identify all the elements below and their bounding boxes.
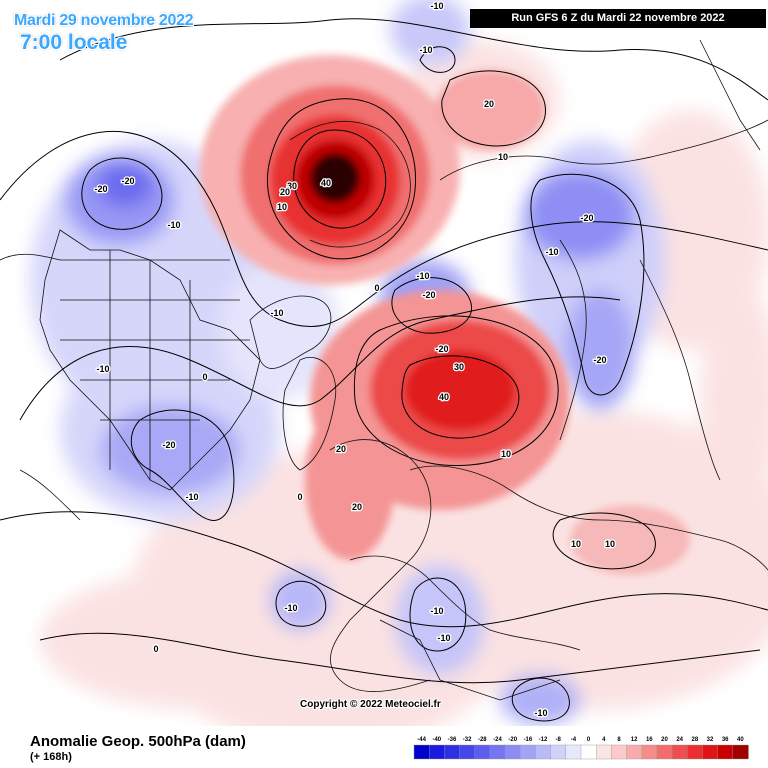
contour-label: -10 — [545, 247, 558, 257]
lead-time: (+ 168h) — [30, 751, 72, 763]
contour-label: 0 — [202, 372, 207, 382]
geopotential-contours — [0, 18, 768, 722]
forecast-time: 7:00 locale — [20, 31, 128, 54]
contour-label: 20 — [280, 187, 290, 197]
copyright-label: Copyright © 2022 Meteociel.fr — [300, 699, 441, 710]
contour-label: -10 — [416, 271, 429, 281]
coastlines — [0, 39, 768, 701]
contour-label: -10 — [534, 708, 547, 718]
contour-label: 20 — [484, 99, 494, 109]
contour-label: -10 — [270, 308, 283, 318]
contour-label: 20 — [352, 502, 362, 512]
contour-label: -10 — [430, 606, 443, 616]
contour-label: -20 — [580, 213, 593, 223]
contour-label: -10 — [437, 633, 450, 643]
contour-label: -20 — [162, 440, 175, 450]
contour-label: 0 — [374, 283, 379, 293]
contour-label: 10 — [605, 539, 615, 549]
contour-label: 0 — [297, 492, 302, 502]
contour-label: 10 — [498, 152, 508, 162]
contour-labels: -10-102010-20-2040302010-20-10-10-100-20… — [93, 0, 616, 719]
contour-label: -10 — [96, 364, 109, 374]
contour-label: -10 — [419, 45, 432, 55]
contour-label: 40 — [439, 392, 449, 402]
map-title: Anomalie Geop. 500hPa (dam) — [30, 733, 246, 750]
contour-label: 10 — [277, 202, 287, 212]
contour-label: -20 — [435, 344, 448, 354]
contour-label: 0 — [153, 644, 158, 654]
contour-label: 10 — [501, 449, 511, 459]
contour-label: -20 — [121, 176, 134, 186]
forecast-date: Mardi 29 novembre 2022 — [14, 12, 194, 29]
contour-label: -10 — [284, 603, 297, 613]
anomaly-map: -10-102010-20-2040302010-20-10-10-100-20… — [0, 0, 768, 726]
positive-anomaly-areas — [200, 55, 690, 575]
contour-label: -10 — [185, 492, 198, 502]
contour-label: -10 — [430, 1, 443, 11]
contour-label: 40 — [321, 178, 331, 188]
run-label: Run GFS 6 Z du Mardi 22 novembre 2022 — [470, 9, 766, 28]
contour-label: 20 — [336, 444, 346, 454]
contour-label: 30 — [454, 362, 464, 372]
contour-label: -20 — [422, 290, 435, 300]
contour-label: -20 — [94, 184, 107, 194]
contour-label: -20 — [593, 355, 606, 365]
contour-label: 10 — [571, 539, 581, 549]
contour-label: -10 — [167, 220, 180, 230]
contour-label: 30 — [287, 181, 297, 191]
